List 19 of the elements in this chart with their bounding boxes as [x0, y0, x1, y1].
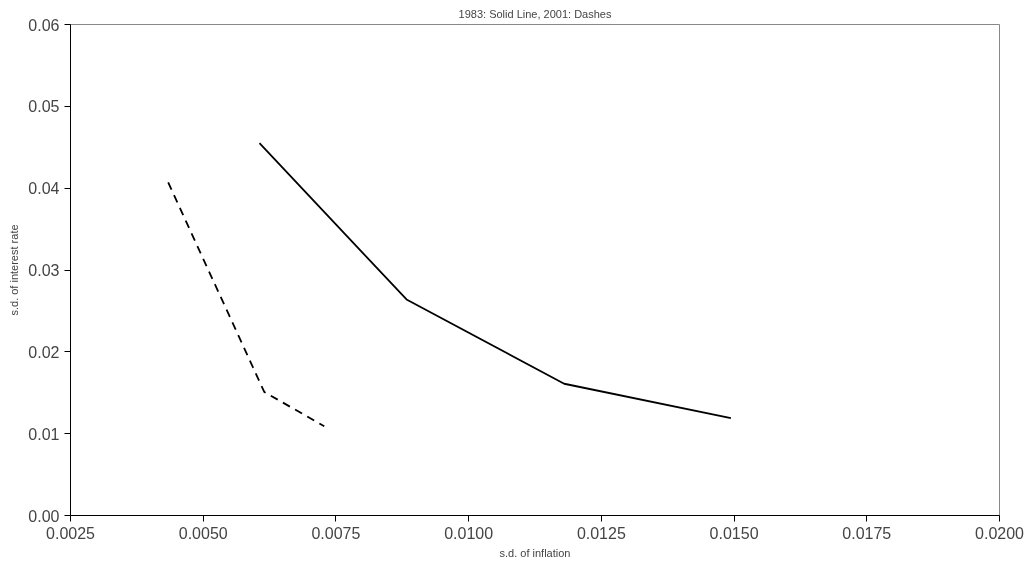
x-axis-title: s.d. of inflation — [499, 546, 571, 559]
chart-title: 1983: Solid Line, 2001: Dashes — [458, 7, 612, 20]
y-tick-label: 0.01 — [28, 425, 60, 443]
x-tick-label: 0.0050 — [178, 524, 228, 542]
x-tick-label: 0.0075 — [311, 524, 361, 542]
x-tick-label: 0.0025 — [46, 524, 96, 542]
y-tick-label: 0.00 — [28, 507, 60, 525]
x-tick-label: 0.0150 — [709, 524, 759, 542]
x-tick-label: 0.0125 — [576, 524, 626, 542]
x-tick-label: 0.0175 — [842, 524, 892, 542]
y-axis-title: s.d. of interest rate — [8, 224, 21, 316]
y-tick-label: 0.05 — [28, 98, 60, 116]
y-tick-label: 0.04 — [28, 180, 60, 198]
x-tick-label: 0.0100 — [444, 524, 494, 542]
line-series — [258, 142, 732, 420]
x-tick-label: 0.0200 — [975, 524, 1025, 542]
y-tick-label: 0.02 — [28, 343, 60, 361]
y-tick-label: 0.06 — [28, 16, 60, 34]
y-tick-label: 0.03 — [28, 262, 60, 279]
